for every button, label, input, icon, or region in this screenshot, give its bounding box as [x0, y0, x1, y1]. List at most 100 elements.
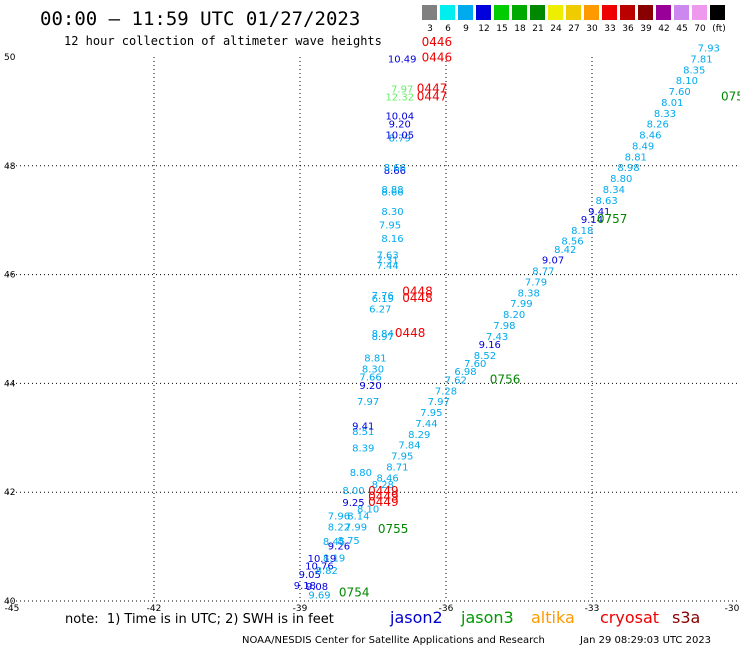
legend-label: 45	[676, 24, 688, 34]
wave-height-label: 8.18	[571, 226, 593, 237]
y-tick-label: 46	[4, 271, 16, 281]
wave-height-label: 8.75	[338, 536, 360, 547]
wave-height-label: 7.63	[376, 250, 398, 261]
wave-height-label: 9.25	[342, 498, 364, 509]
x-tick-label: -45	[5, 604, 20, 614]
pass-time-label: 0755	[378, 522, 409, 536]
wave-height-label: 7.98	[493, 321, 515, 332]
legend-label: 15	[496, 24, 508, 34]
wave-height-label: 8.82	[316, 566, 338, 577]
pass-time-label: 0448	[395, 326, 426, 340]
legend-swatch	[458, 5, 473, 20]
legend-label: 39	[640, 24, 652, 34]
wave-height-label: 8.97	[372, 332, 394, 343]
pass-time-label: 0757	[597, 212, 628, 226]
y-tick-label: 40	[4, 597, 16, 607]
wave-height-label: 7.97	[428, 397, 450, 408]
wave-height-label: 7.28	[435, 386, 457, 397]
wave-height-label: 8.63	[595, 196, 617, 207]
wave-height-label: 7.66	[359, 373, 381, 384]
wave-height-label: 8.19	[323, 553, 345, 564]
legend-swatch	[674, 5, 689, 20]
wave-height-label: 7.97	[357, 397, 379, 408]
legend-swatch	[548, 5, 563, 20]
legend-swatch	[566, 5, 581, 20]
wave-height-label: 8.20	[503, 310, 525, 321]
x-tick-label: -33	[585, 604, 600, 614]
wave-height-label: 7.43	[486, 332, 508, 343]
wave-height-label: 8.66	[384, 163, 406, 174]
wave-height-label: 7.60	[668, 87, 690, 98]
wave-height-label: 8.39	[352, 443, 374, 454]
wave-height-label: 8.10	[676, 76, 698, 87]
legend-label: 36	[622, 24, 634, 34]
wave-height-label: 8.34	[603, 185, 625, 196]
wave-height-label: 7.79	[525, 277, 547, 288]
mission-label: jason2	[390, 608, 443, 627]
wave-height-label: 10.04	[385, 112, 414, 123]
pass-time-label: 0448	[402, 284, 433, 298]
wave-height-label: 7.93	[698, 44, 720, 55]
wave-height-label: 9.20	[389, 120, 411, 131]
wave-height-label: 8.30	[362, 365, 384, 376]
wave-height-label: 9.07	[542, 256, 564, 267]
y-tick-label: 44	[4, 379, 16, 389]
legend-swatch	[620, 5, 635, 20]
wave-height-label: 8.10	[357, 504, 379, 515]
wave-height-label: 8.00	[342, 486, 364, 497]
legend-swatch	[638, 5, 653, 20]
wave-height-label: 8.84	[372, 329, 394, 340]
legend-swatch	[512, 5, 527, 20]
wave-height-label: 8.80	[610, 174, 632, 185]
wave-height-label: 7.95	[379, 220, 401, 231]
wave-height-label: 7.96	[328, 511, 350, 522]
legend-label: 21	[532, 24, 544, 34]
mission-label: jason3	[461, 608, 514, 627]
y-tick-label: 42	[4, 488, 15, 498]
legend-label: 27	[568, 24, 580, 34]
wave-height-label: 8.66	[384, 166, 406, 177]
legend-swatch	[692, 5, 707, 20]
legend-swatch	[656, 5, 671, 20]
wave-height-label: 7.99	[510, 299, 532, 310]
y-tick-label: 50	[4, 53, 16, 63]
wave-height-label: 9.41	[588, 207, 610, 218]
legend-label: 70	[694, 24, 706, 34]
wave-height-label: 7.60	[464, 359, 486, 370]
wave-height-label: 9.20	[359, 381, 381, 392]
wave-height-label: 8.01	[661, 98, 683, 109]
wave-height-label: 12.32	[385, 93, 414, 104]
wave-height-label: 9.26	[328, 541, 350, 552]
wave-height-label: 8.46	[639, 131, 661, 142]
wave-height-label: 7.44	[415, 419, 437, 430]
legend-label: 6	[445, 24, 451, 34]
legend-swatch	[584, 5, 599, 20]
wave-height-label: 8.88	[381, 185, 403, 196]
pass-time-label: 0449	[368, 495, 399, 509]
wave-height-label: 10.19	[308, 554, 337, 565]
pass-time-label: 0447	[417, 81, 448, 95]
wave-height-label: 9.69	[308, 590, 330, 601]
pass-time-label: 0754	[339, 586, 370, 600]
wave-height-label: 8.81	[625, 152, 647, 163]
wave-height-label: 8.49	[632, 141, 654, 152]
wave-height-label: 7.62	[445, 375, 467, 386]
wave-height-label: 8.14	[347, 511, 369, 522]
wave-height-label: 8.51	[352, 427, 374, 438]
legend-unit: (ft)	[712, 24, 726, 34]
wave-height-label: 8.79	[389, 133, 411, 144]
wave-height-label: 8.66	[381, 188, 403, 199]
wave-height-label: 8.35	[683, 65, 705, 76]
credit-text: NOAA/NESDIS Center for Satellite Applica…	[242, 635, 545, 646]
wave-height-label: 9.41	[352, 422, 374, 433]
wave-height-label: 10.49	[388, 54, 417, 65]
wave-height-label: 7.95	[420, 408, 442, 419]
legend-label: 18	[514, 24, 526, 34]
pass-time-label: 0449	[368, 484, 399, 498]
wave-height-label: 7.44	[376, 261, 398, 272]
wave-height-label: 8.42	[554, 245, 576, 256]
x-tick-label: -36	[439, 604, 454, 614]
x-tick-label: -39	[293, 604, 308, 614]
wave-height-label: 8.81	[364, 354, 386, 365]
